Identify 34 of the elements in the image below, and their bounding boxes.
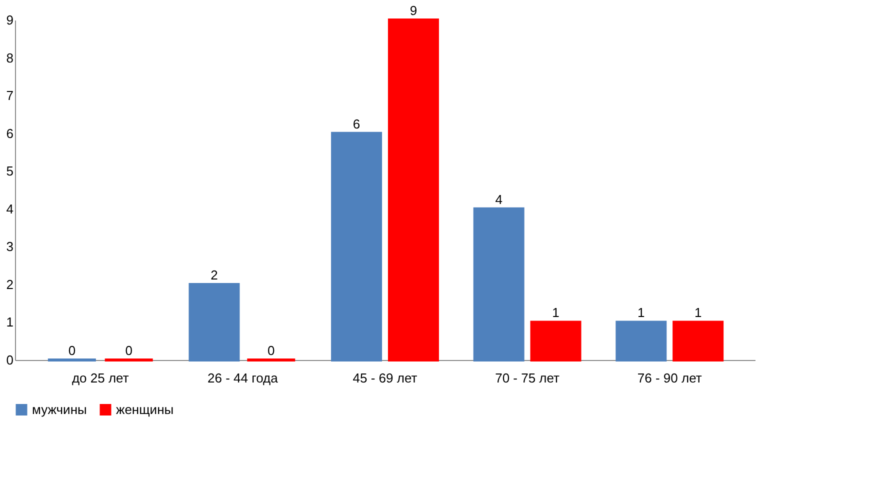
data-label: 9 (410, 3, 418, 18)
y-tick-label: 1 (6, 314, 14, 330)
bar (672, 320, 724, 362)
x-tick-label: 26 - 44 года (208, 370, 279, 386)
y-tick-label: 5 (6, 164, 14, 179)
y-tick-label: 0 (6, 352, 14, 368)
y-tick-label: 2 (6, 276, 14, 292)
bar (331, 132, 382, 362)
x-tick-label: 45 - 69 лет (352, 370, 418, 386)
x-tick-label: до 25 лет (72, 370, 129, 386)
y-tick-label: 4 (6, 201, 14, 216)
bar (473, 207, 524, 362)
data-label: 2 (210, 267, 218, 282)
data-label: 4 (495, 192, 502, 207)
x-tick-label: 76 - 90 лет (637, 370, 702, 386)
bar (188, 282, 240, 362)
y-tick-label: 6 (6, 126, 14, 141)
bar (530, 320, 582, 362)
data-label: 6 (352, 116, 360, 132)
y-tick-label: 9 (6, 12, 14, 28)
x-tick-label: 70 - 75 лет (495, 370, 560, 386)
data-label: 0 (68, 343, 76, 358)
data-label: 1 (638, 305, 645, 320)
data-label: 0 (268, 343, 275, 358)
data-label: 0 (125, 343, 132, 358)
data-label: 1 (694, 305, 702, 320)
data-label: 1 (552, 305, 560, 320)
bar (616, 320, 667, 362)
legend-label: мужчины (32, 402, 87, 417)
legend-label: женщины (116, 402, 174, 417)
bar (388, 18, 439, 362)
y-tick-label: 8 (6, 50, 14, 66)
y-tick-label: 7 (6, 88, 14, 104)
y-tick-label: 3 (6, 239, 14, 254)
